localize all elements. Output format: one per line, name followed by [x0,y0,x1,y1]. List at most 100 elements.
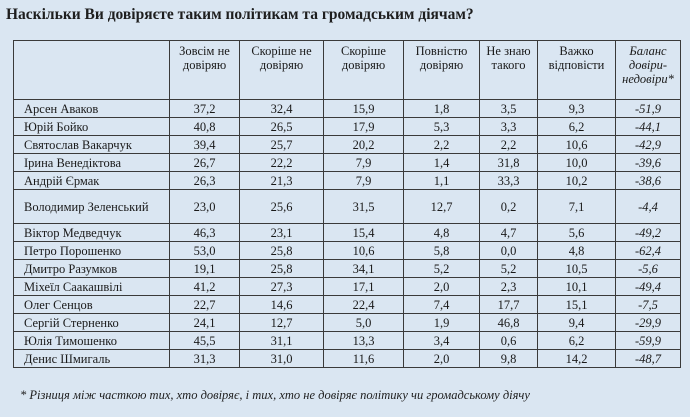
cell-balance: -29,9 [615,313,681,332]
cell-no-trust-at-all: 31,3 [169,349,240,368]
cell-rather-no-trust: 25,8 [239,241,324,260]
cell-rather-no-trust: 27,3 [239,277,324,296]
cell-dont-know: 3,5 [479,99,538,118]
cell-name: Дмитро Разумков [13,259,170,278]
cell-name: Денис Шмигаль [13,349,170,368]
table-row: Ірина Венедіктова 26,7 22,2 7,9 1,4 31,8 10,0-… [13,153,681,172]
cell-no-trust-at-all: 23,0 [169,189,240,224]
cell-rather-no-trust: 25,6 [239,189,324,224]
cell-fully-trust: 4,8 [403,223,480,242]
cell-balance: -59,9 [615,331,681,350]
cell-dont-know: 9,8 [479,349,538,368]
cell-fully-trust: 3,4 [403,331,480,350]
cell-name: Арсен Аваков [13,99,170,118]
cell-hard-to-say: 5,6 [537,223,616,242]
table-row: Віктор Медведчук 46,3 23,1 15,4 4,8 4,7 5,6 -49… [13,223,681,242]
cell-hard-to-say: 4,8 [537,241,616,260]
cell-dont-know: 31,8 [479,153,538,172]
cell-rather-trust: 34,1 [323,259,404,278]
cell-balance: -38,6 [615,171,681,190]
cell-balance: -49,2 [615,223,681,242]
cell-dont-know: 33,3 [479,171,538,190]
cell-hard-to-say: 14,2 [537,349,616,368]
table-row: Юрій Бойко 40,8 26,5 17,9 5,3 3,3 6,2 -44,1 [13,117,681,136]
cell-no-trust-at-all: 46,3 [169,223,240,242]
cell-dont-know: 2,2 [479,135,538,154]
cell-balance: -49,4 [615,277,681,296]
cell-hard-to-say: 9,4 [537,313,616,332]
table-row: Володимир Зеленський 23,0 25,6 31,5 12,7 0,2 7… [13,189,681,224]
cell-rather-no-trust: 21,3 [239,171,324,190]
cell-dont-know: 0,6 [479,331,538,350]
cell-no-trust-at-all: 40,8 [169,117,240,136]
table-row: Денис Шмигаль 31,3 31,0 11,6 2,0 9,8 14,2 -48,7 [13,349,681,368]
cell-no-trust-at-all: 19,1 [169,259,240,278]
cell-name: Сергій Стерненко [13,313,170,332]
table-row: Дмитро Разумков 19,1 25,8 34,1 5,2 5,2 10,5 -5,… [13,259,681,278]
cell-balance: -5,6 [615,259,681,278]
table-row: Олег Сенцов 22,7 14,6 22,4 7,4 17,7 15,1 -7,5 [13,295,681,314]
cell-balance: -7,5 [615,295,681,314]
cell-rather-trust: 11,6 [323,349,404,368]
cell-name: Олег Сенцов [13,295,170,314]
footnote: * Різниця між часткою тих, хто довіряє, … [20,388,530,402]
cell-name: Володимир Зеленський [13,189,170,224]
cell-name: Юлія Тимошенко [13,331,170,350]
table-row: Арсен Аваков 37,2 32,4 15,9 1,8 3,5 9,3 -51,9 [13,99,681,118]
cell-name: Міхеїл Саакашвілі [13,277,170,296]
cell-rather-no-trust: 23,1 [239,223,324,242]
trust-table: Зовсім не довіряю Скоріше не довіряю Ско… [13,40,681,368]
cell-hard-to-say: 10,1 [537,277,616,296]
cell-no-trust-at-all: 53,0 [169,241,240,260]
cell-balance: -39,6 [615,153,681,172]
page-title: Наскільки Ви довіряєте таким політикам т… [6,6,474,23]
cell-rather-trust: 7,9 [323,153,404,172]
header-hard-to-say: Важко відповісти [537,40,616,100]
cell-fully-trust: 2,0 [403,349,480,368]
cell-name: Святослав Вакарчук [13,135,170,154]
cell-no-trust-at-all: 22,7 [169,295,240,314]
cell-no-trust-at-all: 39,4 [169,135,240,154]
cell-fully-trust: 1,8 [403,99,480,118]
cell-no-trust-at-all: 26,7 [169,153,240,172]
cell-rather-trust: 10,6 [323,241,404,260]
cell-rather-trust: 15,9 [323,99,404,118]
table-row: Сергій Стерненко 24,1 12,7 5,0 1,9 46,8 9,4 -29… [13,313,681,332]
table-row: Андрій Єрмак 26,3 21,3 7,9 1,1 33,3 10,2 -38,6 [13,171,681,190]
header-rather-trust: Скоріше довіряю [323,40,404,100]
cell-rather-no-trust: 25,7 [239,135,324,154]
cell-rather-trust: 15,4 [323,223,404,242]
cell-hard-to-say: 10,2 [537,171,616,190]
cell-balance: -48,7 [615,349,681,368]
cell-balance: -44,1 [615,117,681,136]
cell-rather-trust: 17,1 [323,277,404,296]
table-row: Святослав Вакарчук 39,4 25,7 20,2 2,2 2,2 10,6… [13,135,681,154]
table-header-row: Зовсім не довіряю Скоріше не довіряю Ско… [13,40,681,100]
cell-rather-no-trust: 25,8 [239,259,324,278]
cell-name: Андрій Єрмак [13,171,170,190]
header-no-trust-at-all: Зовсім не довіряю [169,40,240,100]
cell-rather-trust: 22,4 [323,295,404,314]
cell-hard-to-say: 6,2 [537,117,616,136]
cell-balance: -42,9 [615,135,681,154]
cell-dont-know: 2,3 [479,277,538,296]
header-dont-know: Не знаю такого [479,40,538,100]
cell-fully-trust: 5,3 [403,117,480,136]
cell-name: Ірина Венедіктова [13,153,170,172]
cell-rather-trust: 13,3 [323,331,404,350]
cell-dont-know: 17,7 [479,295,538,314]
cell-rather-trust: 7,9 [323,171,404,190]
cell-rather-no-trust: 12,7 [239,313,324,332]
cell-rather-no-trust: 14,6 [239,295,324,314]
cell-fully-trust: 7,4 [403,295,480,314]
cell-rather-trust: 20,2 [323,135,404,154]
cell-fully-trust: 5,2 [403,259,480,278]
cell-rather-no-trust: 22,2 [239,153,324,172]
cell-rather-trust: 5,0 [323,313,404,332]
cell-hard-to-say: 15,1 [537,295,616,314]
cell-dont-know: 3,3 [479,117,538,136]
cell-fully-trust: 1,9 [403,313,480,332]
table-row: Юлія Тимошенко 45,5 31,1 13,3 3,4 0,6 6,2 -59,9 [13,331,681,350]
cell-dont-know: 0,0 [479,241,538,260]
cell-hard-to-say: 9,3 [537,99,616,118]
